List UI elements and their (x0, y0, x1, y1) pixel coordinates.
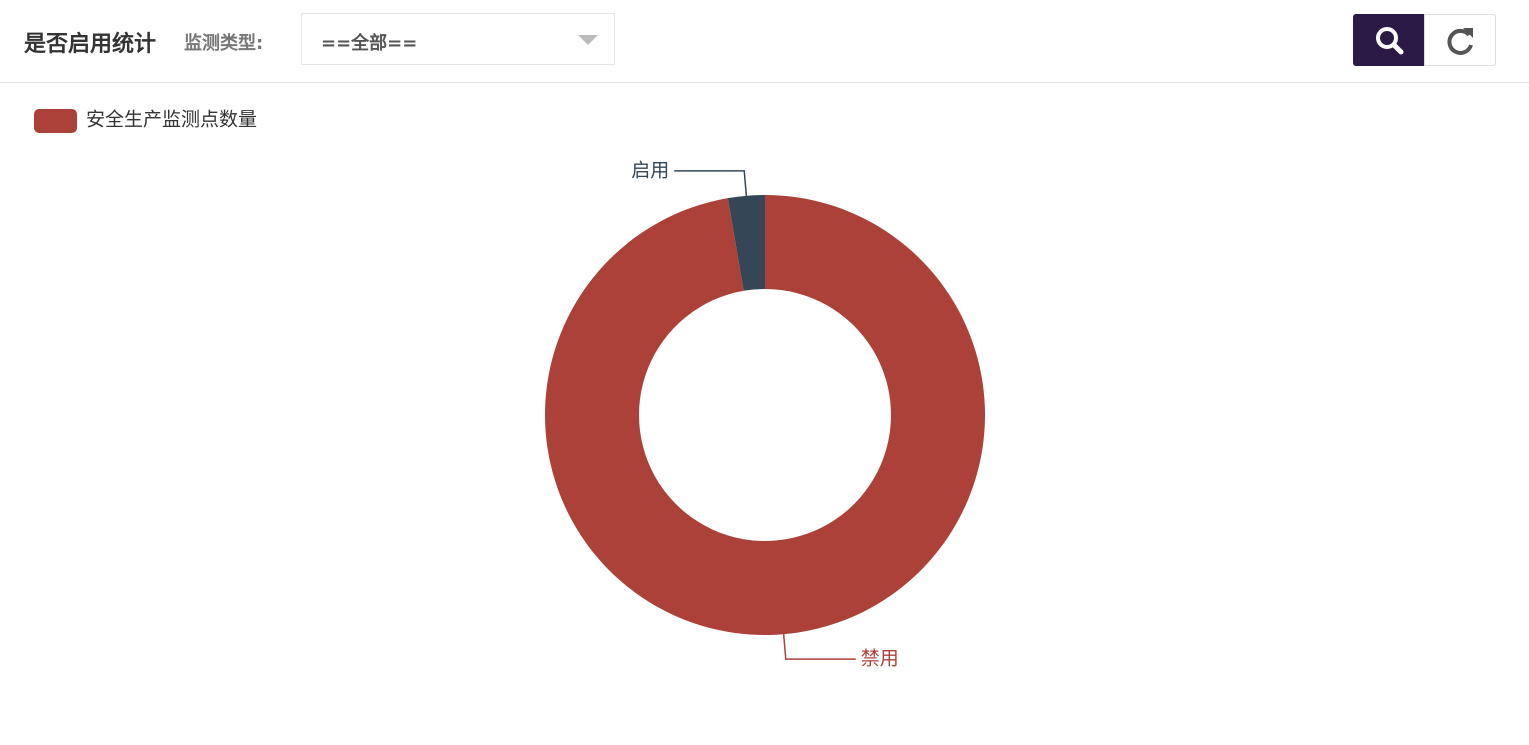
label-line (674, 170, 748, 196)
slice-label: 启用 (631, 159, 669, 181)
legend-swatch[interactable] (34, 109, 77, 133)
search-icon (1376, 27, 1404, 55)
refresh-button[interactable] (1424, 14, 1496, 66)
filter-select[interactable]: ==全部== (301, 13, 615, 65)
label-line (782, 634, 856, 660)
toolbar: 是否启用统计 监测类型: ==全部== (0, 0, 1529, 83)
dropdown-arrow (578, 35, 598, 45)
select-value: ==全部== (321, 33, 418, 54)
legend-label[interactable]: 安全生产监测点数量 (86, 109, 257, 131)
pie-slice (545, 195, 985, 635)
search-button[interactable] (1353, 14, 1425, 66)
filter-label: 监测类型: (184, 33, 264, 54)
refresh-icon (1447, 28, 1473, 55)
slice-label: 禁用 (861, 648, 899, 670)
pie-slice (727, 195, 765, 291)
page-title: 是否启用统计 (24, 32, 157, 57)
chart: 安全生产监测点数量 禁用 启用 (34, 109, 985, 670)
